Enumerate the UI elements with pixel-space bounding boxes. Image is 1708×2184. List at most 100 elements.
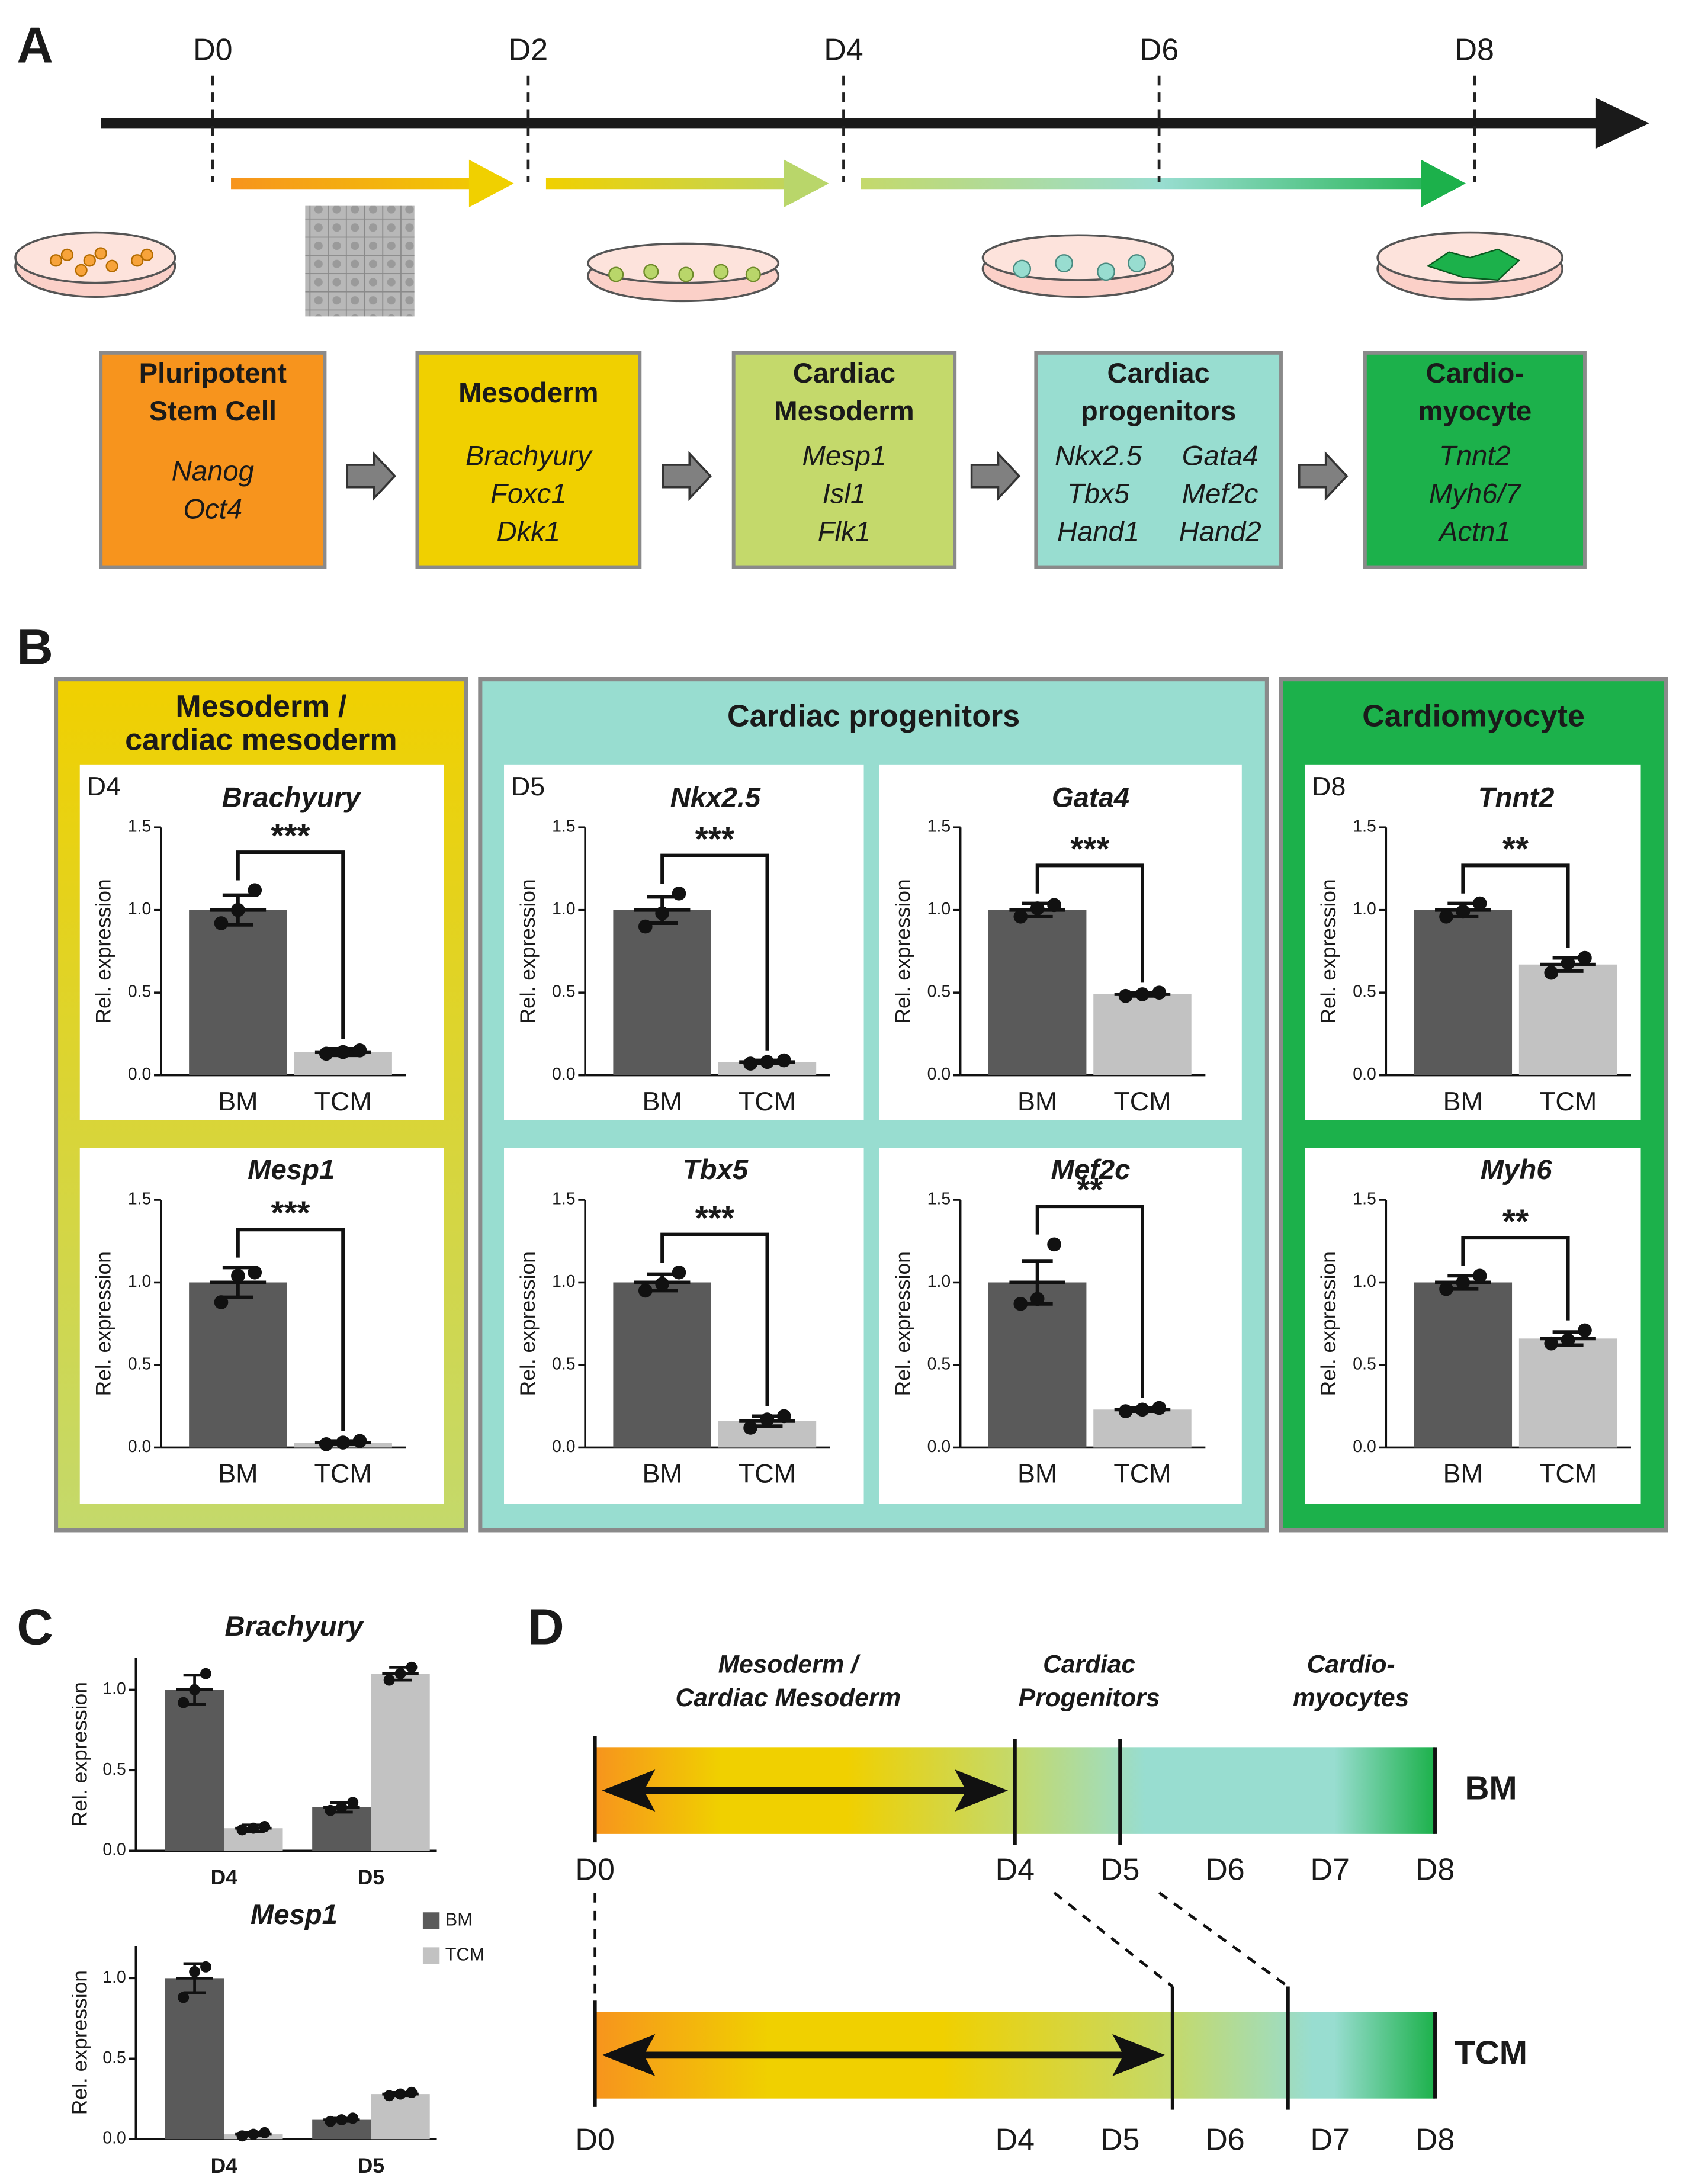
y-tick-label: 0.5 — [927, 1354, 951, 1373]
stage-title: Cardiac — [793, 358, 895, 389]
stage-label: Cardiac Mesoderm — [676, 1684, 901, 1712]
data-point — [394, 2088, 406, 2100]
y-tick-label: 0.0 — [552, 1065, 575, 1084]
x-tick-label: TCM — [314, 1459, 372, 1489]
stage-arrows — [231, 159, 1466, 207]
y-tick-label: 0.5 — [1353, 982, 1376, 1001]
significance-label: ** — [1502, 831, 1529, 868]
x-tick-label: TCM — [1113, 1086, 1171, 1116]
data-point — [672, 886, 686, 901]
arrow-head — [955, 1769, 1009, 1812]
y-axis-label: Rel. expression — [891, 1251, 914, 1396]
data-point — [1013, 1296, 1028, 1311]
chart-title: Mesp1 — [248, 1154, 335, 1186]
stage-title: Pluripotent — [139, 358, 287, 389]
chart-title: Mef2c — [1051, 1154, 1131, 1186]
y-tick-label: 0.5 — [102, 2048, 126, 2067]
group-title: Mesoderm / — [175, 689, 346, 724]
group-title: Cardiac progenitors — [727, 699, 1020, 734]
y-tick-label: 1.0 — [552, 900, 575, 918]
x-tick-label: D5 — [358, 2154, 384, 2177]
significance-label: *** — [271, 1195, 310, 1232]
marker-gene: Gata4 — [1182, 441, 1258, 472]
culture-dishes — [14, 205, 1563, 317]
x-tick-label: TCM — [739, 1459, 796, 1489]
data-point — [1439, 1282, 1453, 1296]
x-tick-label: D5 — [358, 1865, 384, 1889]
y-axis-label: Rel. expression — [92, 1251, 115, 1396]
day-tick-label: D8 — [1415, 1852, 1455, 1887]
data-point — [248, 1822, 259, 1834]
chart-title: Mesp1 — [251, 1899, 338, 1931]
data-point — [352, 1043, 367, 1058]
significance-bracket — [1461, 863, 1570, 948]
significance-label: *** — [1070, 831, 1110, 868]
stage-box — [415, 351, 642, 569]
data-point — [352, 1434, 367, 1448]
data-point — [178, 1697, 190, 1708]
legend-swatch — [422, 1912, 440, 1929]
bar — [371, 2094, 430, 2140]
data-point — [1047, 1237, 1061, 1252]
y-tick-label: 1.0 — [128, 1272, 151, 1291]
group-title: Cardiomyocyte — [1362, 699, 1585, 734]
data-point — [655, 906, 669, 921]
data-point — [1544, 1336, 1559, 1351]
panel-label: A — [17, 17, 53, 73]
day-label: D5 — [511, 771, 545, 801]
day-label: D6 — [1139, 33, 1179, 67]
stage-title: Cardio- — [1426, 358, 1524, 389]
data-point — [248, 1265, 262, 1280]
data-point — [236, 1824, 248, 1836]
y-tick-label: 0.0 — [128, 1065, 151, 1084]
y-tick-label: 1.0 — [128, 900, 151, 918]
row-label: BM — [1465, 1770, 1517, 1807]
data-point — [325, 2115, 336, 2127]
bar — [312, 1807, 371, 1851]
data-point — [760, 1412, 775, 1427]
stage-label: myocytes — [1293, 1684, 1409, 1712]
data-point — [347, 2112, 359, 2124]
stage-label: Progenitors — [1019, 1684, 1160, 1712]
y-tick-label: 0.5 — [128, 982, 151, 1001]
y-tick-label: 0.5 — [552, 982, 575, 1001]
data-point — [1152, 1401, 1167, 1415]
marker-gene: Brachyury — [465, 441, 593, 472]
stage-title: progenitors — [1081, 396, 1237, 427]
data-point — [394, 1668, 406, 1679]
stage-box — [1034, 351, 1283, 569]
data-point — [1030, 1292, 1045, 1306]
data-point — [178, 1992, 190, 2003]
y-tick-label: 0.0 — [1353, 1065, 1376, 1084]
y-tick-label: 1.0 — [102, 1679, 126, 1698]
marker-gene: Nkx2.5 — [1055, 441, 1142, 472]
data-point — [336, 1435, 350, 1450]
stage-label: Cardiac — [1043, 1650, 1135, 1678]
y-axis-label: Rel. expression — [1317, 879, 1340, 1023]
y-tick-label: 0.5 — [1353, 1354, 1376, 1373]
y-tick-label: 0.5 — [128, 1354, 151, 1373]
data-point — [1135, 1402, 1150, 1417]
x-tick-label: BM — [642, 1086, 682, 1116]
progression-arrow — [346, 451, 397, 502]
stage-title: Mesoderm — [458, 377, 598, 409]
data-point — [336, 1801, 348, 1813]
data-point — [743, 1421, 757, 1435]
stage-box — [1363, 351, 1587, 569]
data-point — [336, 2114, 348, 2126]
y-axis-label: Rel. expression — [516, 1251, 540, 1396]
marker-gene: Oct4 — [183, 493, 242, 525]
day-tick-label: D5 — [1100, 2123, 1139, 2157]
marker-gene: Mef2c — [1182, 478, 1258, 509]
x-tick-label: BM — [1443, 1086, 1483, 1116]
x-tick-label: TCM — [314, 1086, 372, 1116]
marker-gene: Hand2 — [1179, 516, 1261, 547]
chart-title: Brachyury — [225, 1611, 365, 1642]
day-label: D8 — [1312, 771, 1346, 801]
y-axis-label: Rel. expression — [1317, 1251, 1340, 1396]
y-tick-label: 0.0 — [102, 2129, 126, 2148]
bar — [371, 1674, 430, 1851]
data-point — [1561, 1333, 1575, 1347]
x-tick-label: BM — [1443, 1459, 1483, 1489]
stage-title: Cardiac — [1107, 358, 1209, 389]
